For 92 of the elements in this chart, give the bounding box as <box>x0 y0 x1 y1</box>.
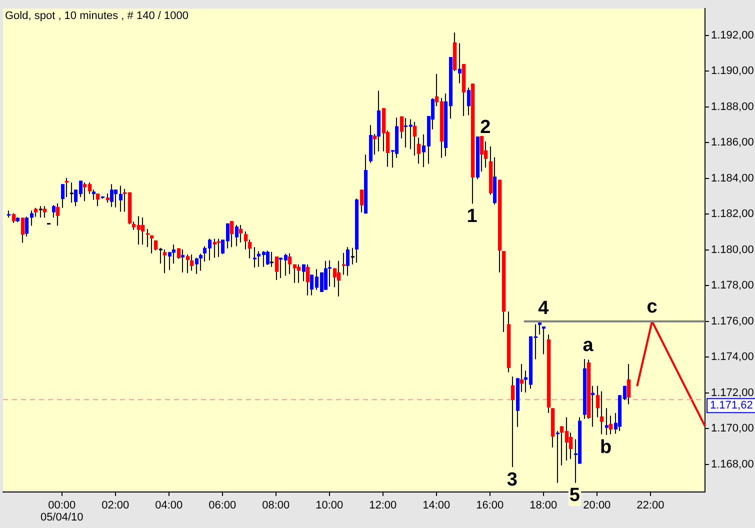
candlestick <box>467 87 470 116</box>
candlestick <box>328 260 332 287</box>
candlestick <box>186 254 190 274</box>
y-tick-label: 1.172,00 <box>711 386 754 399</box>
ref-line-label: 1.171,62 <box>710 400 753 412</box>
candlestick <box>39 206 42 218</box>
y-tick-label: 1.192,00 <box>711 29 754 42</box>
candlestick <box>21 217 24 244</box>
candlestick <box>181 248 184 273</box>
candlestick <box>556 430 560 484</box>
annotation: 1 <box>466 206 478 227</box>
candlestick <box>195 257 198 274</box>
candlestick <box>538 322 542 336</box>
candlestick <box>253 246 256 268</box>
candlestick <box>235 224 238 247</box>
candlestick <box>627 364 630 405</box>
candlestick <box>106 193 110 204</box>
x-tick-label: 14:00 <box>422 500 450 512</box>
candlestick <box>266 250 270 266</box>
annotation: a <box>582 334 594 356</box>
candlestick <box>270 251 274 268</box>
y-tick-label: 1.178,00 <box>711 280 754 292</box>
candlestick <box>413 121 416 156</box>
y-tick-label: 1.184,00 <box>711 172 754 184</box>
candlestick <box>119 185 122 212</box>
candlestick <box>25 216 28 237</box>
candlestick <box>56 202 60 226</box>
candlestick <box>239 224 242 243</box>
annotation: 4 <box>538 298 550 319</box>
candlestick <box>293 264 296 284</box>
candlestick <box>360 189 364 213</box>
x-tick-label: 18:00 <box>530 500 558 512</box>
y-tick-label: 1.186,00 <box>711 136 754 149</box>
x-tick-label: 04:00 <box>155 500 183 512</box>
candlestick <box>306 264 310 296</box>
annotation: 5 <box>569 485 580 506</box>
candlestick <box>480 136 484 172</box>
y-tick-label: 1.174,00 <box>711 351 754 364</box>
x-tick-label: 12:00 <box>369 500 397 512</box>
candlestick <box>43 206 46 218</box>
candlestick <box>297 264 300 284</box>
candlestick <box>342 252 346 276</box>
candlestick <box>520 364 524 392</box>
candlestick <box>417 137 420 164</box>
candlestick <box>150 234 154 254</box>
annotation: b <box>600 437 612 458</box>
candlestick <box>337 260 340 297</box>
candlestick <box>96 193 100 207</box>
y-tick-label: 1.188,00 <box>711 100 754 113</box>
candlestick <box>569 432 572 460</box>
y-tick-label: 1.170,00 <box>711 422 754 435</box>
x-tick-label: 16:00 <box>476 500 504 512</box>
candlestick <box>70 182 74 204</box>
y-tick-label: 1.180,00 <box>711 244 754 256</box>
x-tick-label: 02:00 <box>102 500 130 512</box>
x-tick-label: 00:00 <box>48 500 76 512</box>
candlestick <box>146 228 150 248</box>
candlestick <box>114 189 118 208</box>
candlestick <box>163 248 166 274</box>
candlestick <box>600 390 604 435</box>
text: 05/04/10 <box>40 512 84 524</box>
candlestick <box>213 238 216 258</box>
candlestick <box>605 408 608 436</box>
x-tick-label: 10:00 <box>316 500 344 512</box>
candlestick <box>217 238 220 258</box>
candlestick <box>110 184 114 208</box>
candlestick <box>230 220 234 248</box>
y-tick-label: 1.182,00 <box>711 208 754 220</box>
annotation: c <box>646 296 658 318</box>
candlestick <box>190 254 194 272</box>
x-tick-label: 22:00 <box>636 500 664 512</box>
candlestick <box>30 210 34 226</box>
x-tick-label: 20:00 <box>583 500 611 512</box>
y-tick-label: 1.176,00 <box>711 315 754 328</box>
x-tick-label: 08:00 <box>262 500 290 512</box>
candlestick <box>458 42 462 84</box>
y-tick-label: 1.168,00 <box>711 458 754 470</box>
annotation: 3 <box>506 469 518 490</box>
candlestick <box>609 415 612 435</box>
chart-title: Gold, spot , 10 minutes , # 140 / 1000 <box>5 10 188 22</box>
candlestick <box>324 260 328 290</box>
y-tick-label: 1.190,00 <box>711 65 754 78</box>
candlestick <box>288 252 292 275</box>
candlestick <box>511 376 514 468</box>
candlestick <box>141 217 144 246</box>
candlestick <box>172 244 176 264</box>
candlestick <box>12 212 16 224</box>
annotation: 2 <box>480 116 491 138</box>
candlestick <box>542 326 546 355</box>
candlestick <box>65 177 68 198</box>
x-tick-label: 06:00 <box>208 500 236 512</box>
candlestick <box>92 189 96 200</box>
